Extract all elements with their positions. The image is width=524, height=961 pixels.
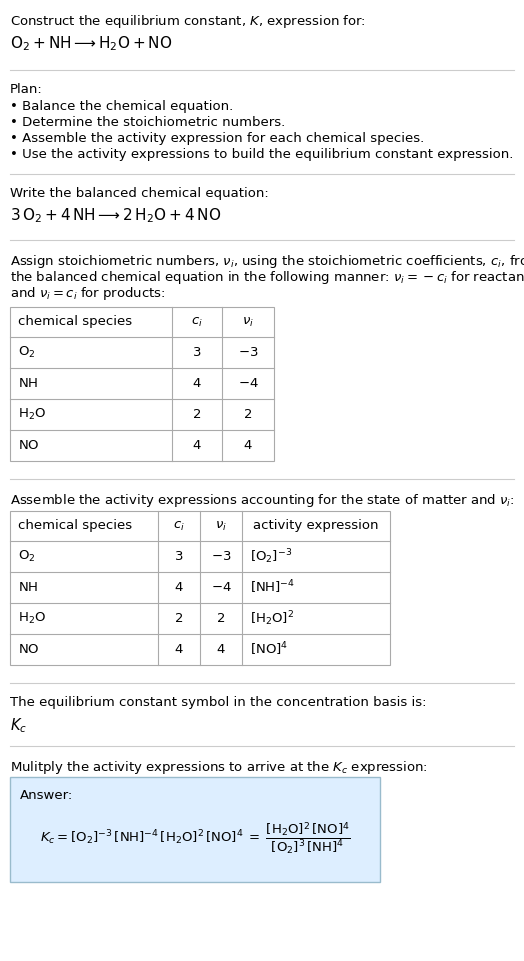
Text: $\nu_i$: $\nu_i$ [242, 315, 254, 329]
Text: $[\mathrm{O_2}]^{-3}$: $[\mathrm{O_2}]^{-3}$ [250, 547, 292, 566]
Text: 2: 2 [217, 612, 225, 625]
Text: $\mathrm{H_2O}$: $\mathrm{H_2O}$ [18, 407, 46, 422]
Text: $K_c$: $K_c$ [10, 716, 27, 735]
Text: $c_i$: $c_i$ [191, 315, 203, 329]
Text: 4: 4 [217, 643, 225, 656]
Text: $\mathrm{H_2O}$: $\mathrm{H_2O}$ [18, 611, 46, 626]
Text: $\mathrm{O_2 + NH \longrightarrow H_2O + NO}$: $\mathrm{O_2 + NH \longrightarrow H_2O +… [10, 34, 172, 53]
Text: $[\mathrm{H_2O}]^{2}$: $[\mathrm{H_2O}]^{2}$ [250, 609, 294, 628]
Text: • Determine the stoichiometric numbers.: • Determine the stoichiometric numbers. [10, 116, 285, 129]
Text: 3: 3 [174, 550, 183, 563]
Text: $\mathrm{NH}$: $\mathrm{NH}$ [18, 377, 38, 390]
Text: and $\nu_i = c_i$ for products:: and $\nu_i = c_i$ for products: [10, 285, 166, 302]
Text: $\mathrm{O_2}$: $\mathrm{O_2}$ [18, 345, 36, 360]
Text: Write the balanced chemical equation:: Write the balanced chemical equation: [10, 187, 269, 200]
Text: Assign stoichiometric numbers, $\nu_i$, using the stoichiometric coefficients, $: Assign stoichiometric numbers, $\nu_i$, … [10, 253, 524, 270]
Text: 4: 4 [193, 439, 201, 452]
Text: Assemble the activity expressions accounting for the state of matter and $\nu_i$: Assemble the activity expressions accoun… [10, 492, 515, 509]
Text: Answer:: Answer: [20, 789, 73, 802]
Text: 3: 3 [193, 346, 201, 359]
Text: $-4$: $-4$ [237, 377, 258, 390]
Text: Plan:: Plan: [10, 83, 43, 96]
Text: $[\mathrm{NO}]^{4}$: $[\mathrm{NO}]^{4}$ [250, 641, 288, 658]
Text: $-4$: $-4$ [211, 581, 232, 594]
Text: $\mathrm{NO}$: $\mathrm{NO}$ [18, 643, 40, 656]
Text: 4: 4 [175, 643, 183, 656]
Text: chemical species: chemical species [18, 520, 132, 532]
Text: $\mathrm{NO}$: $\mathrm{NO}$ [18, 439, 40, 452]
Text: Construct the equilibrium constant, $K$, expression for:: Construct the equilibrium constant, $K$,… [10, 13, 366, 30]
Text: 4: 4 [244, 439, 252, 452]
Text: • Balance the chemical equation.: • Balance the chemical equation. [10, 100, 233, 113]
Text: The equilibrium constant symbol in the concentration basis is:: The equilibrium constant symbol in the c… [10, 696, 427, 709]
Text: chemical species: chemical species [18, 315, 132, 329]
Text: $\nu_i$: $\nu_i$ [215, 520, 227, 532]
Text: activity expression: activity expression [253, 520, 379, 532]
Text: $\mathrm{NH}$: $\mathrm{NH}$ [18, 581, 38, 594]
Text: Mulitply the activity expressions to arrive at the $K_c$ expression:: Mulitply the activity expressions to arr… [10, 759, 428, 776]
Bar [10, 307, 274, 461]
Bar [10, 511, 390, 665]
Text: 4: 4 [193, 377, 201, 390]
Text: $K_c = [\mathrm{O_2}]^{-3}\,[\mathrm{NH}]^{-4}\,[\mathrm{H_2O}]^{2}\,[\mathrm{NO: $K_c = [\mathrm{O_2}]^{-3}\,[\mathrm{NH}… [40, 822, 351, 857]
Text: $c_i$: $c_i$ [173, 520, 185, 532]
Text: 2: 2 [174, 612, 183, 625]
Text: 2: 2 [193, 408, 201, 421]
Text: • Use the activity expressions to build the equilibrium constant expression.: • Use the activity expressions to build … [10, 148, 514, 161]
Text: 4: 4 [175, 581, 183, 594]
Text: $-3$: $-3$ [238, 346, 258, 359]
FancyBboxPatch shape [10, 777, 380, 882]
Text: $\mathrm{3\,O_2 + 4\,NH \longrightarrow 2\,H_2O + 4\,NO}$: $\mathrm{3\,O_2 + 4\,NH \longrightarrow … [10, 206, 221, 225]
Text: • Assemble the activity expression for each chemical species.: • Assemble the activity expression for e… [10, 132, 424, 145]
Text: the balanced chemical equation in the following manner: $\nu_i = -c_i$ for react: the balanced chemical equation in the fo… [10, 269, 524, 286]
Text: 2: 2 [244, 408, 252, 421]
Text: $[\mathrm{NH}]^{-4}$: $[\mathrm{NH}]^{-4}$ [250, 579, 295, 596]
Text: $-3$: $-3$ [211, 550, 231, 563]
Text: $\mathrm{O_2}$: $\mathrm{O_2}$ [18, 549, 36, 564]
